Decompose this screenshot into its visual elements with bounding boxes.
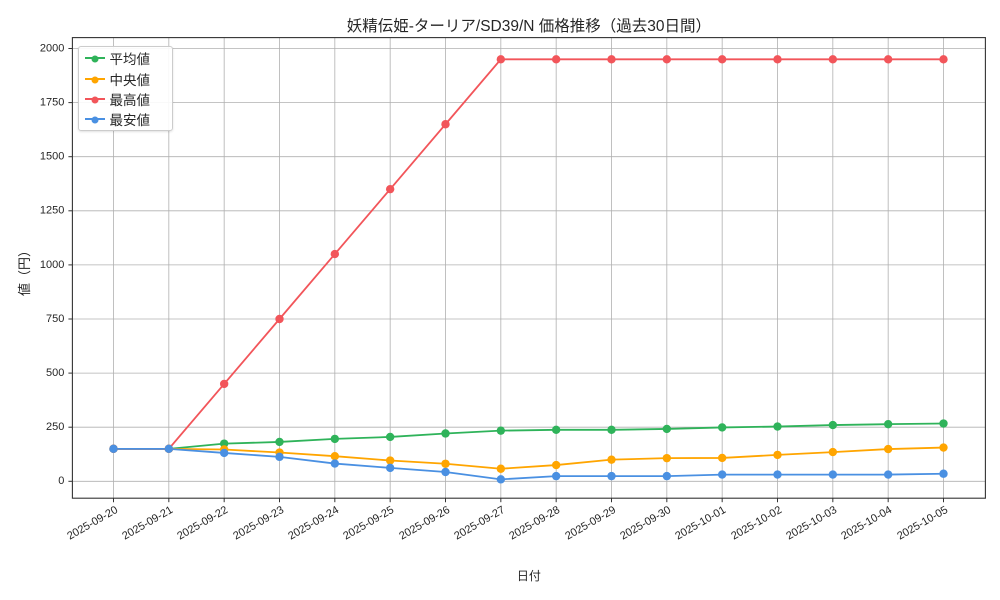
svg-text:750: 750: [46, 313, 64, 325]
svg-text:500: 500: [46, 367, 64, 379]
svg-text:1750: 1750: [40, 97, 64, 109]
svg-text:0: 0: [58, 475, 64, 487]
svg-text:2000: 2000: [40, 42, 64, 54]
svg-text:1250: 1250: [40, 205, 64, 217]
svg-text:250: 250: [46, 421, 64, 433]
svg-text:1500: 1500: [40, 151, 64, 163]
svg-text:1000: 1000: [40, 259, 64, 271]
